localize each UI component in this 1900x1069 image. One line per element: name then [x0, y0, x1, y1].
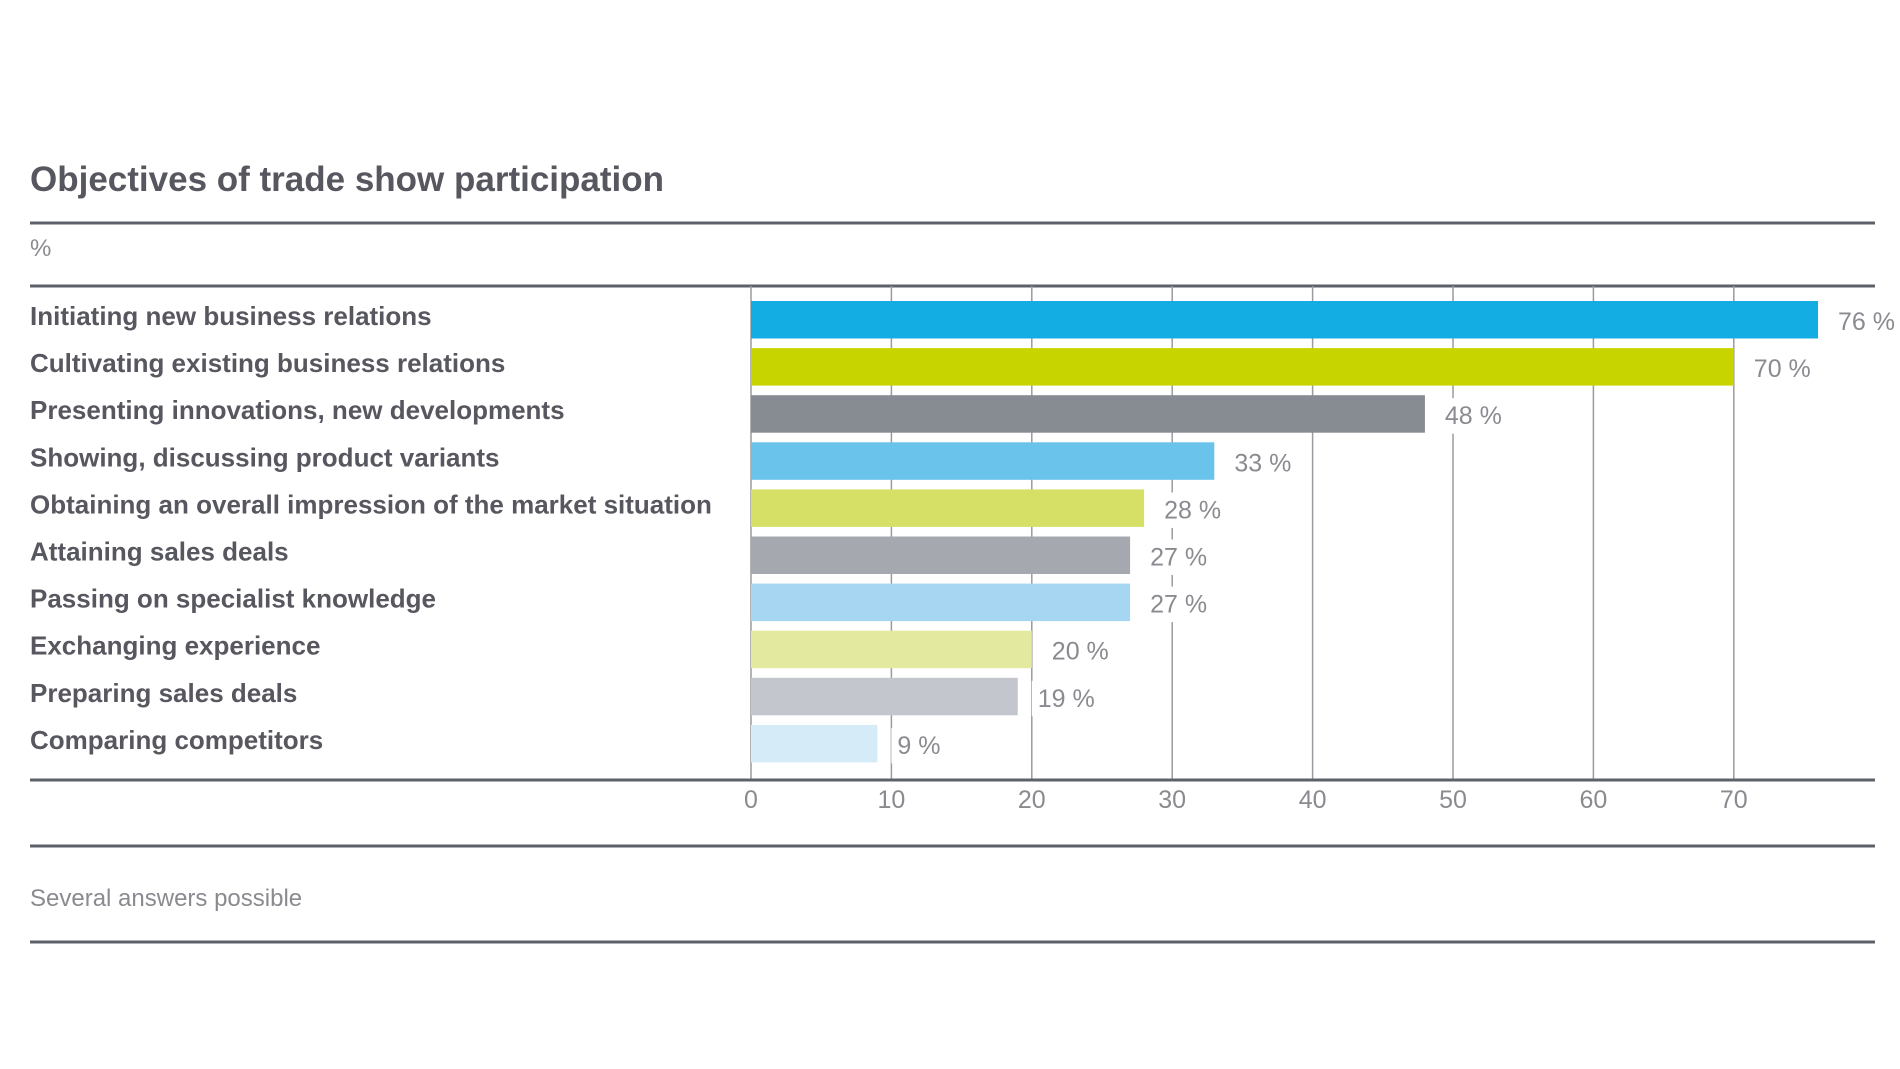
bar: [751, 489, 1145, 527]
value-labels: 76 % 70 % 48 % 33 % 28 % 27 % 27 % 20 % 19 % 9 %: [891, 304, 1900, 764]
bar: [751, 583, 1131, 622]
value-label-backdrop: [1747, 351, 1822, 387]
value-label-backdrop: [1144, 539, 1219, 575]
x-axis-ticks: 0 10 20 30 40 50 60 70: [744, 786, 1748, 814]
value-label-backdrop: [1144, 586, 1219, 623]
bar: [751, 724, 878, 763]
bar: [751, 442, 1215, 480]
bar: [751, 301, 1819, 339]
category-label: Passing on specialist knowledge: [30, 584, 436, 614]
x-tick-label: 20: [1018, 786, 1046, 814]
value-label-backdrop: [1832, 304, 1900, 340]
x-tick-label: 40: [1299, 786, 1327, 814]
value-label: 48 %: [1445, 402, 1502, 430]
bar: [751, 536, 1131, 574]
category-label: Obtaining an overall impression of the m…: [30, 489, 712, 519]
category-label: Initiating new business relations: [30, 301, 432, 331]
value-label: 19 %: [1038, 685, 1095, 713]
category-label: Showing, discussing product variants: [30, 442, 500, 472]
category-label: Exchanging experience: [30, 631, 320, 661]
value-label-backdrop: [1228, 445, 1303, 481]
category-labels: Initiating new business relations Cultiva…: [30, 301, 712, 755]
value-label: 70 %: [1754, 355, 1811, 383]
x-tick-label: 50: [1439, 786, 1467, 814]
x-tick-label: 30: [1158, 786, 1186, 814]
bar: [751, 348, 1734, 386]
x-tick-label: 70: [1720, 786, 1748, 814]
category-label: Presenting innovations, new developments: [30, 395, 565, 425]
value-label: 27 %: [1150, 591, 1207, 619]
bar: [751, 677, 1018, 716]
value-label-backdrop: [1031, 680, 1106, 717]
value-label: 20 %: [1052, 638, 1109, 666]
bar: [751, 395, 1425, 433]
category-label: Attaining sales deals: [30, 537, 289, 567]
value-label: 9 %: [897, 732, 940, 760]
value-label-backdrop: [1158, 492, 1233, 528]
x-tick-label: 60: [1579, 786, 1607, 814]
x-tick-label: 10: [877, 786, 905, 814]
unit-label: %: [30, 235, 51, 262]
category-label: Preparing sales deals: [30, 678, 297, 708]
x-tick-label: 0: [744, 786, 758, 814]
value-label-backdrop: [1438, 398, 1513, 434]
footnote: Several answers possible: [30, 885, 302, 912]
category-label: Cultivating existing business relations: [30, 348, 505, 378]
category-label: Comparing competitors: [30, 725, 323, 755]
value-label: 28 %: [1164, 496, 1221, 524]
value-label-backdrop: [891, 727, 966, 764]
value-label: 27 %: [1150, 544, 1207, 572]
value-label: 76 %: [1838, 308, 1895, 336]
chart-title: Objectives of trade show participation: [30, 160, 664, 199]
value-label-backdrop: [1045, 633, 1120, 670]
bar: [751, 630, 1032, 669]
value-label: 33 %: [1234, 449, 1291, 477]
bars: [751, 301, 1819, 763]
